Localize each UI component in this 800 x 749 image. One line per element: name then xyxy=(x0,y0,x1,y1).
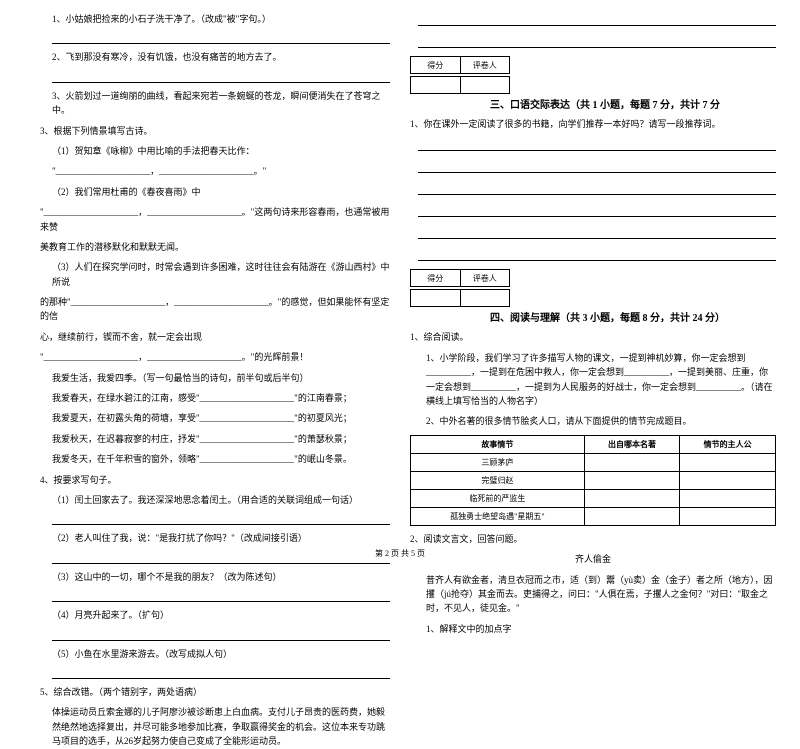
score-box: 得分 评卷人 xyxy=(410,269,510,287)
th-plot: 故事情节 xyxy=(411,435,585,453)
th-character: 情节的主人公 xyxy=(680,435,776,453)
section3-title: 三、口语交际表达（共 1 小题，每题 7 分，共计 7 分 xyxy=(490,96,776,111)
blank-line xyxy=(52,629,390,641)
table-row: 完璧归赵 xyxy=(411,471,776,489)
q3-3d: "_____________________，_________________… xyxy=(24,350,390,364)
q5: 5、综合改错。（两个错别字，两处语病） xyxy=(24,685,390,699)
left-column: 1、小姑娘把捡来的小石子洗干净了。（改成"被"字句。） 2、飞到那没有寒冷，没有… xyxy=(24,12,390,532)
table-row: 临死前的严监生 xyxy=(411,489,776,507)
s4-q2: 2、阅读文言文，回答问题。 xyxy=(410,532,776,546)
q5-text: 体操运动员丘索金娜的儿子阿廖沙被诊断患上白血病。支付儿子昂贵的医药费，她毅然绝然… xyxy=(24,705,390,748)
q3-4b: 我爱春天，在绿水碧江的江南，感受"_____________________"的… xyxy=(24,391,390,405)
grader-label: 评卷人 xyxy=(461,57,510,73)
right-column: 得分 评卷人 三、口语交际表达（共 1 小题，每题 7 分，共计 7 分 1、你… xyxy=(410,12,776,532)
blank-line xyxy=(418,247,776,261)
s4-q1: 1、综合阅读。 xyxy=(410,330,776,344)
q3-1a: （1）贺知章《咏柳》中用比喻的手法把春天比作： xyxy=(24,144,390,158)
q3: 3、根据下列情景填写古诗。 xyxy=(24,124,390,138)
section4-title: 四、阅读与理解（共 3 小题，每题 8 分，共计 24 分） xyxy=(490,309,776,324)
q4-1: （1）闰土回家去了。我还深深地思念着闰土。（用合适的关联词组成一句话） xyxy=(24,493,390,507)
blank-line xyxy=(418,181,776,195)
score-label: 得分 xyxy=(411,57,461,73)
q3-1b: "_____________________，_________________… xyxy=(24,164,390,178)
s3-q1: 1、你在课外一定阅读了很多的书籍，向学们推荐一本好吗？请写一段推荐词。 xyxy=(410,117,776,131)
grader-label: 评卷人 xyxy=(461,270,510,286)
q3-2a: （2）我们常用杜甫的《春夜喜雨》中 xyxy=(24,185,390,199)
q3-2c: 美教育工作的潜移默化和默默无闻。 xyxy=(24,240,390,254)
q3-4a: 我爱生活，我爱四季。（写一句最恰当的诗句，前半句或后半句） xyxy=(24,371,390,385)
blank-line xyxy=(52,590,390,602)
blank-line xyxy=(418,203,776,217)
s4-q2-text: 昔齐人有欲金者，清旦衣冠而之市，适（到）鬻（yù卖）金（金子）者之所（地方），因… xyxy=(410,573,776,616)
q3-3b: 的那种"_____________________，______________… xyxy=(24,295,390,324)
q3-4e: 我爱冬天，在千年积雪的窗外，领略"_____________________"的… xyxy=(24,452,390,466)
blank-line xyxy=(418,225,776,239)
score-box: 得分 评卷人 xyxy=(410,56,510,74)
page-footer: 第 2 页 共 5 页 xyxy=(0,548,800,559)
q3-3a: （3）人们在探究学问时，时常会遇到许多困难，这时往往会有陆游在《游山西村》中所说 xyxy=(24,260,390,289)
q4-5: （5）小鱼在水里游来游去。（改写成拟人句） xyxy=(24,647,390,661)
s4-q1-1: 1、小学阶段，我们学习了许多描写人物的课文，一提到神机妙算，你一定会想到____… xyxy=(410,351,776,409)
score-label: 得分 xyxy=(411,270,461,286)
q3-4c: 我爱夏天，在初露头角的荷塘，享受"_____________________"的… xyxy=(24,411,390,425)
q1-3: 3、火箭划过一道绚丽的曲线，看起来宛若一条蜿蜒的苍龙，瞬间便消失在了苍穹之中。 xyxy=(24,89,390,118)
q4-2: （2）老人叫住了我，说："是我打扰了你吗？"（改成间接引语） xyxy=(24,531,390,545)
s4-q1-2: 2、中外名著的很多情节脍炙人口，请从下面提供的情节完成题目。 xyxy=(410,414,776,428)
q3-2b: "_____________________，_________________… xyxy=(24,205,390,234)
q3-4d: 我爱秋天，在迟暮寂寥的村庄，抒发"_____________________"的… xyxy=(24,432,390,446)
blank-line xyxy=(52,71,390,83)
q1-1: 1、小姑娘把捡来的小石子洗干净了。（改成"被"字句。） xyxy=(24,12,390,26)
table-row: 孤独勇士绝望岛遇"星期五" xyxy=(411,507,776,525)
blank-line xyxy=(52,667,390,679)
blank-line xyxy=(418,34,776,48)
q4: 4、按要求写句子。 xyxy=(24,473,390,487)
q1-2: 2、飞到那没有寒冷，没有饥饿，也没有痛苦的地方去了。 xyxy=(24,50,390,64)
blank-line xyxy=(418,137,776,151)
blank-line xyxy=(52,32,390,44)
q4-3: （3）这山中的一切，哪个不是我的朋友？（改为陈述句） xyxy=(24,570,390,584)
blank-line xyxy=(418,159,776,173)
score-box-empty xyxy=(410,289,510,307)
story-table: 故事情节 出自哪本名著 情节的主人公 三顾茅庐 完璧归赵 临死前的严监生 孤独勇… xyxy=(410,435,776,526)
score-box-empty xyxy=(410,76,510,94)
table-row: 三顾茅庐 xyxy=(411,453,776,471)
s4-q2-sub: 1、解释文中的加点字 xyxy=(410,622,776,636)
blank-line xyxy=(418,12,776,26)
q3-3c: 心，继续前行，锲而不舍，就一定会出现 xyxy=(24,330,390,344)
th-book: 出自哪本名著 xyxy=(584,435,680,453)
blank-line xyxy=(52,513,390,525)
q4-4: （4）月亮升起来了。（扩句） xyxy=(24,608,390,622)
